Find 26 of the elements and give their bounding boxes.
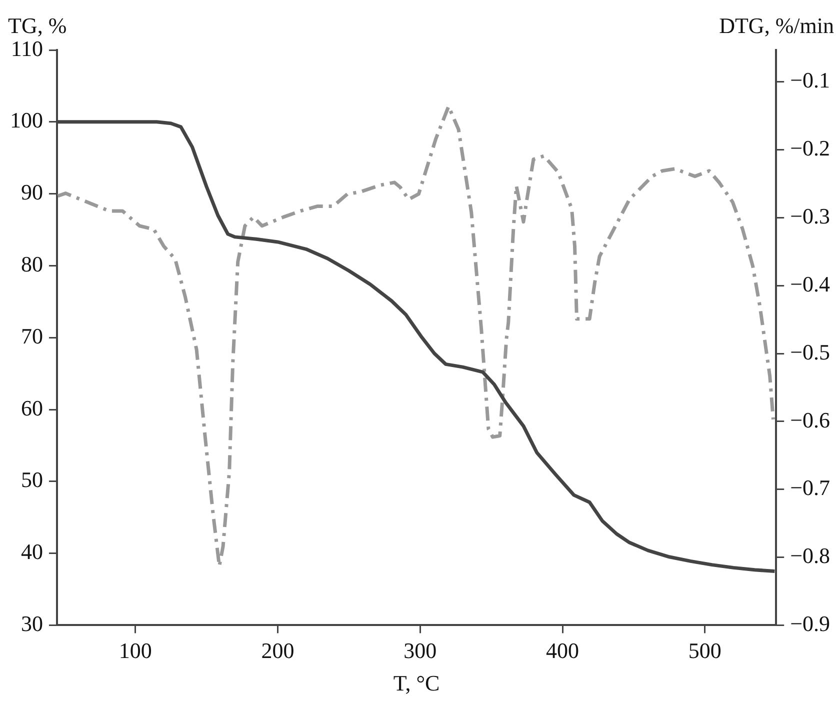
y2-tick-label: −0.4: [790, 271, 830, 296]
x-tick-label: 400: [546, 638, 579, 664]
y2-tick-label: −0.3: [790, 204, 830, 229]
y2-tick-label: −0.6: [790, 407, 830, 432]
x-tick-label: 500: [688, 638, 722, 664]
y-tick-label: 90: [21, 180, 43, 205]
y2-tick-label: −0.5: [790, 339, 830, 364]
y-tick-label: 40: [21, 539, 43, 564]
y-axis-title: TG, %: [8, 12, 67, 38]
y2-tick-label: −0.9: [790, 610, 830, 636]
x-axis-title: T, °C: [393, 670, 440, 696]
y-tick-label: 70: [21, 323, 43, 348]
y-tick-label: 50: [21, 467, 43, 492]
y-tick-label: 60: [21, 395, 43, 420]
y2-tick-label: −0.1: [790, 68, 830, 93]
y2-tick-label: −0.7: [790, 475, 830, 500]
x-tick-label: 300: [404, 638, 437, 664]
y-tick-label: 30: [21, 610, 43, 636]
y-tick-label: 110: [10, 36, 43, 61]
x-tick-label: 200: [261, 638, 294, 664]
y2-axis-title: DTG, %/min: [719, 12, 834, 38]
y-tick-label: 80: [21, 251, 43, 276]
y-tick-label: 100: [10, 108, 43, 133]
y2-tick-label: −0.2: [790, 136, 830, 161]
y2-tick-label: −0.8: [790, 543, 830, 568]
x-tick-label: 100: [118, 638, 152, 664]
